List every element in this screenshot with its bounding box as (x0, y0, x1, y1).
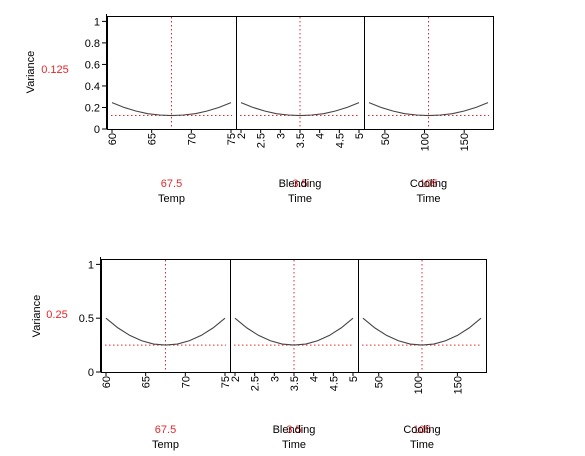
y-axis-label: Variance (25, 51, 37, 94)
factor-current-value: 105 (419, 178, 437, 190)
variance-curve (234, 317, 354, 346)
variance-curve (111, 102, 232, 117)
factor-current-value: 67.5 (161, 178, 182, 190)
y-tick-label: 0.5 (79, 313, 94, 325)
x-tick-label: 100 (413, 376, 425, 394)
panel-frame (358, 259, 487, 373)
variance-curve (105, 317, 226, 346)
x-tick-label: 3 (269, 376, 281, 382)
x-tick-label: 70 (186, 133, 198, 145)
x-tick-label: 3.5 (289, 376, 301, 391)
y-tick-label: 0.2 (85, 102, 100, 114)
y-axis-label: Variance (31, 295, 43, 338)
x-tick-label: 50 (380, 133, 392, 145)
variance-curve (368, 102, 489, 117)
x-tick-label: 2.5 (256, 133, 268, 148)
x-tick-label: 2.5 (250, 376, 262, 391)
x-tick-label: 3 (275, 133, 287, 139)
factor-current-value: 3.5 (292, 178, 307, 190)
factor-current-value: 67.5 (155, 424, 176, 436)
y-tick-label: 1 (88, 259, 94, 271)
y-tick-label: 0.6 (85, 59, 100, 71)
variance-curve (240, 102, 360, 117)
x-tick-label: 75 (226, 133, 238, 145)
factor-current-value: 3.5 (286, 424, 301, 436)
panel-frame (364, 16, 494, 130)
y-tick-label: 0 (94, 124, 100, 136)
y-tick-label: 0.8 (85, 38, 100, 50)
y-tick-label: 0 (88, 367, 94, 379)
x-tick-label: 4 (315, 133, 327, 139)
factor-label: Time (282, 439, 306, 451)
x-tick-label: 2 (236, 133, 248, 139)
x-tick-label: 5 (354, 133, 366, 139)
x-tick-label: 65 (147, 133, 159, 145)
y-tick-label: 0.4 (85, 81, 100, 93)
x-tick-label: 60 (107, 133, 119, 145)
factor-label: Time (410, 439, 434, 451)
factor-current-value: 105 (413, 424, 431, 436)
factor-label: Blending (273, 424, 316, 436)
factor-label: Blending (279, 178, 322, 190)
factor-label: Cooling (403, 424, 440, 436)
x-tick-label: 70 (180, 376, 192, 388)
x-tick-label: 150 (452, 376, 464, 394)
variance-curve (362, 317, 482, 346)
y-tick-label: 1 (94, 16, 100, 28)
factor-panel-1: 60 65 70 75 67.5 Temp (101, 259, 232, 451)
y-current-value: 0.125 (41, 64, 69, 76)
x-tick-label: 2 (230, 376, 242, 382)
x-tick-label: 150 (459, 133, 471, 151)
x-tick-label: 3.5 (295, 133, 307, 148)
x-tick-label: 4 (309, 376, 321, 382)
profiler-1: Variance 0.125 0 0.2 0.4 0.6 0.8 1 60 65 70 75 67.5 T… (25, 14, 494, 205)
factor-label: Time (288, 193, 312, 205)
factor-label: Temp (152, 439, 179, 451)
x-tick-label: 100 (420, 133, 432, 151)
factor-panel-1: 60 65 70 75 67.5 Temp (107, 16, 238, 205)
x-tick-label: 5 (348, 376, 360, 382)
x-tick-label: 75 (220, 376, 232, 388)
y-current-value: 0.25 (46, 309, 67, 321)
x-tick-label: 60 (101, 376, 113, 388)
x-tick-label: 50 (374, 376, 386, 388)
profiler-2: Variance 0.25 0 0.5 1 60 65 70 75 67.5 Temp 2 2.5 3 3.… (31, 257, 487, 451)
x-tick-label: 65 (141, 376, 153, 388)
factor-label: Temp (158, 193, 185, 205)
factor-label: Time (416, 193, 440, 205)
x-tick-label: 4.5 (328, 376, 340, 391)
factor-label: Cooling (410, 178, 447, 190)
x-tick-label: 4.5 (334, 133, 346, 148)
